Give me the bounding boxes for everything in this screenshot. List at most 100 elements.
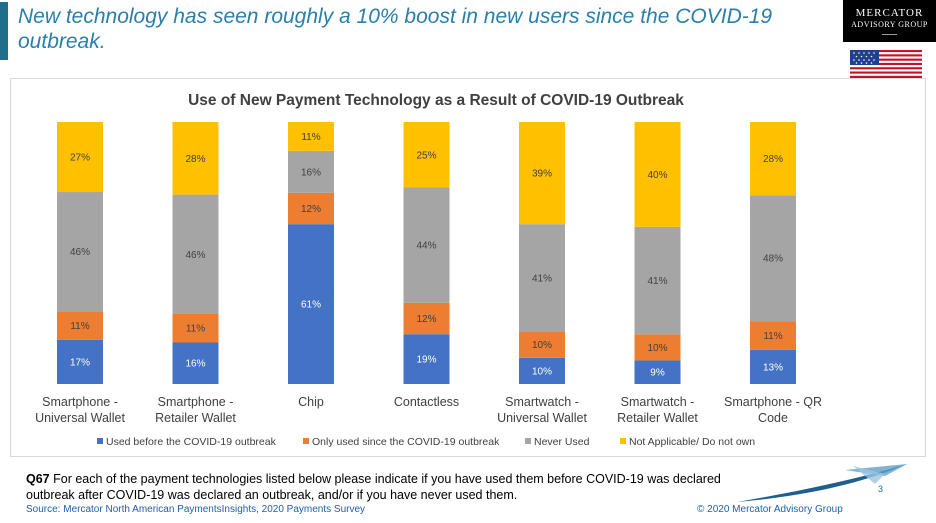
data-label: 12% xyxy=(301,204,321,215)
legend-swatch xyxy=(620,438,626,444)
chart-legend: Used before the COVID-19 outbreak Only us… xyxy=(97,436,755,448)
mercator-logo: MERCATOR ADVISORY GROUP ▬▬▬▬▬ xyxy=(843,0,936,42)
data-label: 17% xyxy=(70,357,90,368)
bar-segment xyxy=(57,192,103,312)
bar-segment xyxy=(634,226,681,335)
legend-item: Used before the COVID-19 outbreak xyxy=(97,436,277,448)
data-label: 41% xyxy=(532,273,552,284)
data-label: 25% xyxy=(416,150,436,161)
x-tick-label: Retailer Wallet xyxy=(617,411,698,425)
question-id: Q67 xyxy=(26,472,50,486)
slide-headline: New technology has seen roughly a 10% bo… xyxy=(18,5,773,53)
data-label: 46% xyxy=(70,247,90,258)
data-label: 48% xyxy=(763,254,783,265)
data-label: 41% xyxy=(647,276,667,287)
x-tick-label: Universal Wallet xyxy=(35,411,125,425)
x-tick-label: Contactless xyxy=(394,395,459,409)
question-text: For each of the payment technologies lis… xyxy=(26,472,721,502)
bar-segment xyxy=(288,150,334,193)
x-tick-label: Code xyxy=(758,411,788,425)
data-label: 16% xyxy=(185,359,205,370)
data-label: 39% xyxy=(532,169,552,180)
data-label: 46% xyxy=(185,250,205,261)
data-label: 13% xyxy=(763,362,783,373)
data-label: 19% xyxy=(416,355,436,366)
bar-segment xyxy=(750,195,796,322)
legend-swatch xyxy=(525,438,531,444)
legend-item: Only used since the COVID-19 outbreak xyxy=(303,436,500,448)
bar-segment xyxy=(288,122,334,151)
data-label: 12% xyxy=(416,314,436,325)
page-number: 3 xyxy=(878,484,884,494)
data-label: 10% xyxy=(532,366,552,377)
bar-segment xyxy=(172,122,219,195)
x-tick-label: Retailer Wallet xyxy=(155,411,236,425)
accent-bar xyxy=(0,2,8,60)
legend-label: Used before the COVID-19 outbreak xyxy=(106,436,277,448)
data-label: 9% xyxy=(650,368,665,379)
x-tick-label: Universal Wallet xyxy=(497,411,587,425)
legend-swatch xyxy=(303,438,309,444)
copyright-note: © 2020 Mercator Advisory Group xyxy=(697,504,843,515)
legend-item: Not Applicable/ Do not own xyxy=(620,436,755,448)
bar-segment xyxy=(288,224,334,384)
legend-item: Never Used xyxy=(525,436,590,448)
bar-segment xyxy=(172,342,219,384)
bar-segment xyxy=(403,122,450,188)
bar-segment xyxy=(750,321,796,350)
survey-question: Q67 For each of the payment technologies… xyxy=(26,471,756,503)
data-label: 10% xyxy=(647,343,667,354)
x-tick-label: Smartphone - xyxy=(158,395,234,409)
bar-segment xyxy=(288,192,334,225)
data-label: 61% xyxy=(301,300,321,311)
bar-segment xyxy=(403,334,450,384)
data-label: 10% xyxy=(532,340,552,351)
bar-segment xyxy=(57,339,103,384)
bar-segment xyxy=(519,357,565,384)
data-label: 28% xyxy=(185,154,205,165)
legend-label: Only used since the COVID-19 outbreak xyxy=(312,436,500,448)
bar-segment xyxy=(634,334,681,361)
bar-segment xyxy=(172,194,219,314)
data-label: 11% xyxy=(186,324,205,335)
chart-title: Use of New Payment Technology as a Resul… xyxy=(188,92,684,109)
x-tick-label: Smartphone - xyxy=(42,395,118,409)
source-note: Source: Mercator North American Payments… xyxy=(26,504,366,515)
plot-area: 17% 11% 46% 27% 16% 11% 46% 28% 61% 12% 16% 11% 19% 1… xyxy=(57,122,796,384)
logo-line-1: MERCATOR xyxy=(855,7,924,19)
bar-segment xyxy=(519,122,565,225)
bar-segment xyxy=(57,311,103,340)
data-label: 28% xyxy=(763,154,783,165)
bar-segment xyxy=(57,122,103,193)
bar-segment xyxy=(634,360,681,384)
data-label: 40% xyxy=(647,170,667,181)
data-label: 44% xyxy=(416,241,436,252)
logo-line-2: ADVISORY GROUP xyxy=(851,20,928,29)
data-label: 11% xyxy=(301,132,320,143)
data-label: 16% xyxy=(301,167,321,178)
x-tick-label: Smartwatch - xyxy=(505,395,579,409)
bar-segment xyxy=(519,331,565,358)
bar-segment xyxy=(750,122,796,196)
bar-segment xyxy=(172,313,219,343)
swoosh-decoration xyxy=(737,464,907,502)
x-tick-label: Smartwatch - xyxy=(621,395,695,409)
data-label: 11% xyxy=(70,321,89,332)
x-tick-label: Chip xyxy=(298,395,324,409)
bar-segment xyxy=(403,302,450,335)
legend-swatch xyxy=(97,438,103,444)
us-flag-icon xyxy=(850,50,922,78)
data-label: 11% xyxy=(763,331,782,342)
bar-segment xyxy=(634,122,681,227)
stacked-bar-chart: Use of New Payment Technology as a Resul… xyxy=(35,92,822,448)
data-label: 27% xyxy=(70,153,90,164)
bar-segment xyxy=(519,224,565,332)
legend-label: Never Used xyxy=(534,436,590,448)
x-axis-labels: Smartphone - Universal Wallet Smartphone -… xyxy=(35,395,822,425)
chart-container: Use of New Payment Technology as a Resul… xyxy=(10,78,926,457)
bar-segment xyxy=(750,349,796,384)
x-tick-label: Smartphone - QR xyxy=(724,395,822,409)
logo-tagline-mark: ▬▬▬▬▬ xyxy=(882,32,897,36)
bar-segment xyxy=(403,187,450,303)
legend-label: Not Applicable/ Do not own xyxy=(629,436,755,448)
